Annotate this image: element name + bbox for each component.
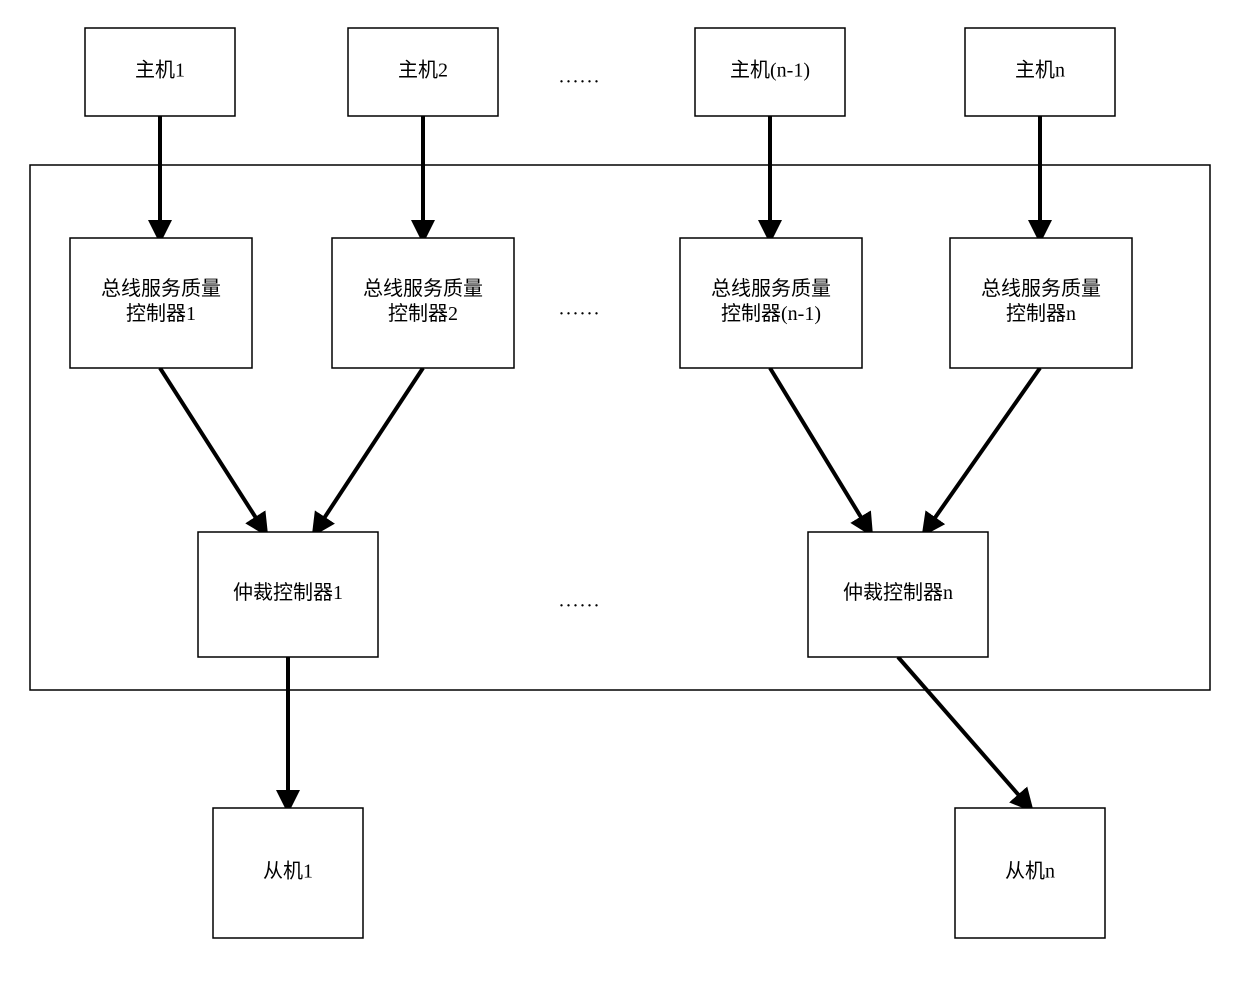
edge-qos2-to-arb1 [315, 368, 423, 532]
node-hostn-label-0: 主机n [1015, 59, 1065, 82]
node-hostn-1: 主机(n-1) [695, 28, 845, 116]
ellipsis-1: ...... [559, 298, 601, 320]
node-qosn-1-label-1: 控制器(n-1) [721, 302, 821, 325]
edge-qosn-1-to-arbn [770, 368, 870, 532]
node-arbn: 仲裁控制器n [808, 532, 988, 657]
node-qos2: 总线服务质量控制器2 [332, 238, 514, 368]
node-slave1-label-0: 从机1 [263, 860, 313, 883]
ellipsis-0: ...... [559, 66, 601, 88]
edge-arbn-to-slaven [898, 657, 1030, 808]
ellipsis-2: ...... [559, 590, 601, 612]
node-qosn-label-1: 控制器n [1006, 302, 1076, 325]
node-host2-label-0: 主机2 [398, 59, 448, 82]
node-qosn-1: 总线服务质量控制器(n-1) [680, 238, 862, 368]
node-arbn-label-0: 仲裁控制器n [843, 581, 953, 604]
node-arb1-label-0: 仲裁控制器1 [233, 581, 343, 604]
node-arb1: 仲裁控制器1 [198, 532, 378, 657]
node-slave1: 从机1 [213, 808, 363, 938]
node-qosn: 总线服务质量控制器n [950, 238, 1132, 368]
node-slaven: 从机n [955, 808, 1105, 938]
node-slaven-label-0: 从机n [1005, 860, 1055, 883]
node-qos2-label-0: 总线服务质量 [363, 277, 483, 300]
node-hostn-1-label-0: 主机(n-1) [730, 59, 810, 82]
node-qosn-1-label-0: 总线服务质量 [711, 277, 831, 300]
node-qos1-label-0: 总线服务质量 [101, 277, 221, 300]
edge-qosn-to-arbn [925, 368, 1040, 532]
node-qosn-label-0: 总线服务质量 [981, 277, 1101, 300]
node-host1: 主机1 [85, 28, 235, 116]
node-qos1: 总线服务质量控制器1 [70, 238, 252, 368]
node-qos2-label-1: 控制器2 [388, 302, 458, 325]
bus-architecture-diagram: 主机1主机2主机(n-1)主机n总线服务质量控制器1总线服务质量控制器2总线服务… [0, 0, 1240, 985]
edge-qos1-to-arb1 [160, 368, 265, 532]
node-hostn: 主机n [965, 28, 1115, 116]
node-qos1-label-1: 控制器1 [126, 302, 196, 325]
node-host2: 主机2 [348, 28, 498, 116]
node-host1-label-0: 主机1 [135, 59, 185, 82]
